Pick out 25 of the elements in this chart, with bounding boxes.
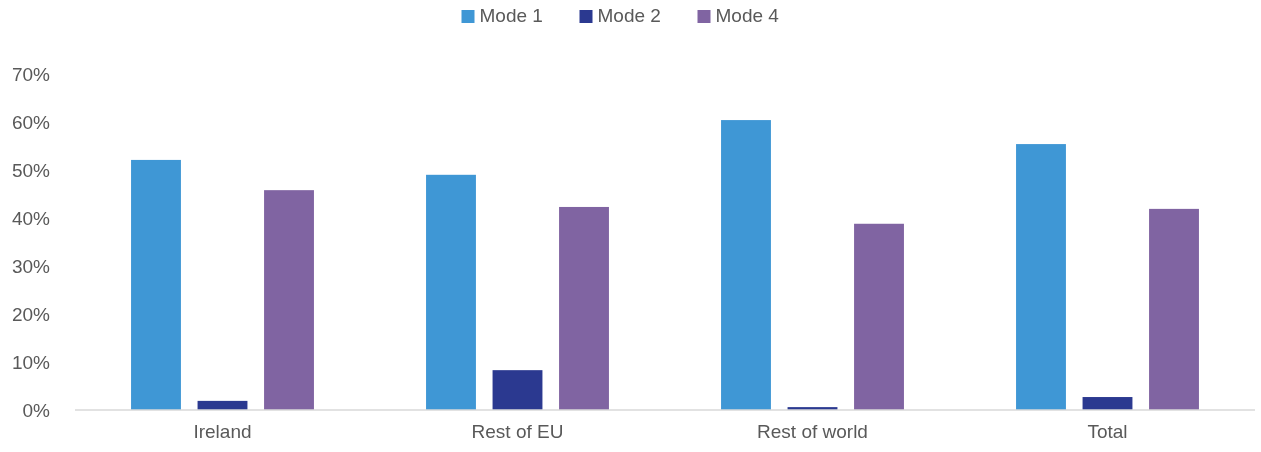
bar [854, 223, 904, 410]
x-tick-label: Rest of world [757, 421, 868, 442]
bar [1082, 397, 1133, 410]
bar [1149, 208, 1199, 410]
bar [1016, 144, 1066, 410]
bar [721, 120, 771, 410]
x-tick-label: Total [1087, 421, 1128, 442]
y-tick-label: 50% [11, 159, 51, 181]
y-tick-label: 60% [11, 111, 51, 133]
y-tick-label: 30% [11, 255, 51, 277]
y-tick-label: 70% [11, 63, 51, 85]
legend-label: Mode 1 [479, 5, 543, 26]
bar [426, 174, 476, 410]
legend-label: Mode 2 [597, 5, 661, 26]
bar [264, 190, 314, 410]
y-tick-label: 40% [11, 207, 51, 229]
x-tick-label: Ireland [193, 421, 252, 442]
bar [131, 159, 181, 410]
x-tick-label: Rest of EU [471, 421, 564, 442]
bar [492, 370, 543, 410]
legend-label: Mode 4 [715, 5, 780, 26]
y-tick-label: 10% [11, 351, 51, 373]
y-tick-label: 0% [22, 399, 51, 421]
bar [559, 206, 609, 410]
y-tick-label: 20% [11, 303, 51, 325]
